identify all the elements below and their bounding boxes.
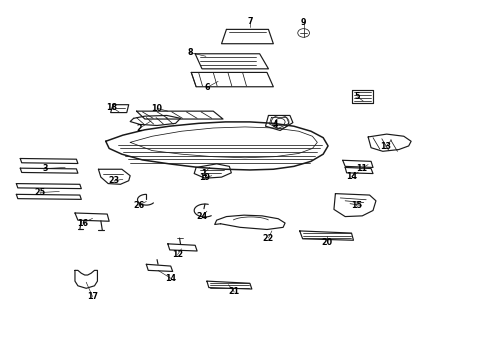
Text: 7: 7 <box>247 17 253 26</box>
Text: 19: 19 <box>199 174 210 183</box>
Text: 11: 11 <box>356 164 367 173</box>
Text: 16: 16 <box>77 219 88 228</box>
Text: 2: 2 <box>136 124 142 133</box>
Text: 25: 25 <box>34 188 46 197</box>
Text: 26: 26 <box>133 201 144 210</box>
Text: 17: 17 <box>87 292 98 301</box>
Text: 10: 10 <box>151 104 163 113</box>
Text: 12: 12 <box>172 250 183 259</box>
Text: 15: 15 <box>351 201 362 210</box>
Text: 14: 14 <box>346 172 357 181</box>
Text: 22: 22 <box>263 234 274 243</box>
Text: 5: 5 <box>355 92 360 101</box>
Text: 9: 9 <box>301 18 306 27</box>
Text: 14: 14 <box>165 274 176 283</box>
Text: 18: 18 <box>106 103 118 112</box>
Text: 20: 20 <box>321 238 333 247</box>
Text: 6: 6 <box>204 83 210 92</box>
Text: 1: 1 <box>201 169 206 178</box>
Text: 13: 13 <box>380 142 391 151</box>
Text: 3: 3 <box>43 164 49 173</box>
Text: 4: 4 <box>272 120 278 129</box>
Text: 24: 24 <box>196 212 208 221</box>
Text: 8: 8 <box>188 48 193 57</box>
Text: 23: 23 <box>108 176 120 185</box>
Text: 21: 21 <box>229 287 240 296</box>
